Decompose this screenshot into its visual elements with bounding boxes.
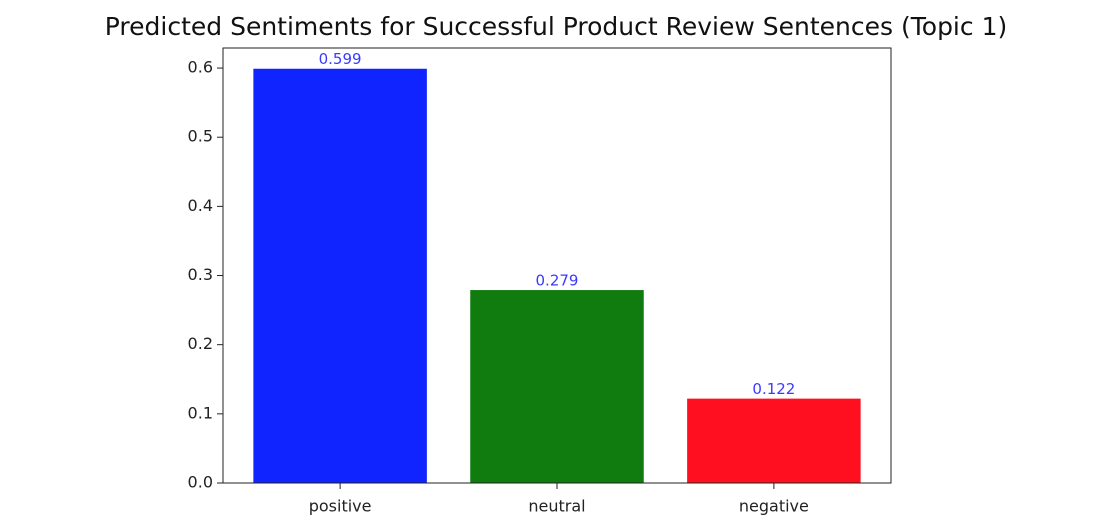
value-label: 0.599 xyxy=(319,50,362,68)
y-tick-label: 0.0 xyxy=(188,473,213,492)
value-label: 0.279 xyxy=(536,272,579,290)
axes-frame xyxy=(222,47,892,484)
x-tick-label: positive xyxy=(309,497,372,516)
y-tick-label: 0.1 xyxy=(188,403,213,422)
value-label: 0.122 xyxy=(752,380,795,398)
bar xyxy=(470,290,644,483)
chart-title: Predicted Sentiments for Successful Prod… xyxy=(105,12,1007,41)
bar xyxy=(253,68,427,483)
y-tick-label: 0.6 xyxy=(188,58,213,77)
y-tick-label: 0.4 xyxy=(188,196,213,215)
y-tick-label: 0.3 xyxy=(188,265,213,284)
y-tick-label: 0.5 xyxy=(188,127,213,146)
x-tick-label: neutral xyxy=(528,497,585,516)
x-tick-label: negative xyxy=(739,497,809,516)
bar xyxy=(687,398,861,483)
y-tick-label: 0.2 xyxy=(188,334,213,353)
